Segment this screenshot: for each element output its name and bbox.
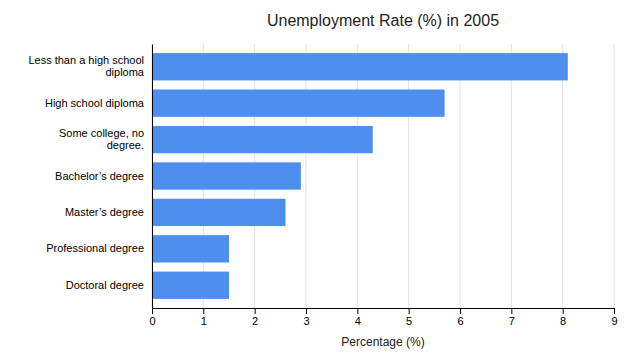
- grid-line: [614, 44, 615, 308]
- y-tick-label-line: Less than a high school: [28, 54, 144, 66]
- grid-line: [306, 44, 307, 308]
- bar: [152, 199, 285, 226]
- y-tick: Some college, nodegree.: [59, 127, 152, 151]
- grid: [152, 44, 614, 308]
- y-tick-label: Some college, nodegree.: [59, 127, 144, 151]
- grid-line: [562, 44, 563, 308]
- x-tick: 8: [560, 308, 566, 327]
- y-tick: High school diploma: [45, 97, 152, 109]
- x-tick: 3: [303, 308, 309, 327]
- x-tick: 2: [252, 308, 258, 327]
- x-tick-mark: [357, 308, 358, 314]
- grid-line: [357, 44, 358, 308]
- bar: [152, 126, 373, 153]
- x-axis-title: Percentage (%): [341, 335, 424, 349]
- x-tick-label: 0: [149, 315, 155, 327]
- x-tick-mark: [409, 308, 410, 314]
- x-tick-mark: [563, 308, 564, 314]
- bar: [152, 90, 445, 117]
- x-tick-label: 4: [355, 315, 361, 327]
- y-tick-label-line: Professional degree: [46, 242, 144, 254]
- x-tick-label: 6: [457, 315, 463, 327]
- x-tick-mark: [306, 308, 307, 314]
- y-tick-label: Master’s degree: [65, 206, 144, 218]
- y-tick: Bachelor’s degree: [55, 170, 152, 182]
- y-tick-label: High school diploma: [45, 97, 145, 109]
- y-axis-line: [152, 45, 153, 309]
- x-tick: 9: [611, 308, 617, 327]
- bar: [152, 235, 229, 262]
- bar: [152, 162, 301, 189]
- y-tick: Master’s degree: [65, 206, 152, 218]
- x-tick-label: 2: [252, 315, 258, 327]
- x-tick: 7: [509, 308, 515, 327]
- bar: [152, 272, 229, 299]
- x-tick-label: 7: [509, 315, 515, 327]
- y-tick: Doctoral degree: [66, 279, 152, 291]
- grid-line: [511, 44, 512, 308]
- y-axis: Less than a high schooldiploma High schoo…: [28, 45, 152, 309]
- x-tick-mark: [255, 308, 256, 314]
- x-tick-label: 8: [560, 315, 566, 327]
- x-tick: 5: [406, 308, 412, 327]
- bars: [152, 53, 568, 299]
- y-tick-label-line: Bachelor’s degree: [55, 170, 144, 182]
- y-tick-label-line: Doctoral degree: [66, 279, 144, 291]
- x-tick-mark: [460, 308, 461, 314]
- grid-line: [152, 44, 153, 308]
- x-axis-line: [153, 309, 615, 315]
- y-tick: Professional degree: [46, 242, 152, 254]
- chart-svg: 0 1 2 3 4 5 6 7 8 9 Less than a high schooldiploma…: [0, 0, 640, 356]
- x-tick-label: 3: [303, 315, 309, 327]
- x-tick-label: 9: [611, 315, 617, 327]
- x-tick-mark: [614, 308, 615, 314]
- y-tick-label-line: Master’s degree: [65, 206, 144, 218]
- chart-container: 0 1 2 3 4 5 6 7 8 9 Less than a high schooldiploma…: [0, 0, 640, 356]
- y-tick-label: Doctoral degree: [66, 279, 144, 291]
- x-tick-mark: [152, 308, 153, 314]
- x-tick: 6: [457, 308, 463, 327]
- y-tick: Less than a high schooldiploma: [28, 54, 152, 78]
- title: Unemployment Rate (%) in 2005: [267, 12, 499, 29]
- y-tick-label: Less than a high schooldiploma: [28, 54, 144, 78]
- x-tick: 0: [149, 308, 155, 327]
- y-tick-label-line: Some college, no: [59, 127, 144, 139]
- y-tick-label-line: High school diploma: [45, 97, 145, 109]
- y-tick-label-line: degree.: [107, 139, 144, 151]
- y-tick-label: Professional degree: [46, 242, 144, 254]
- plot-area: 0 1 2 3 4 5 6 7 8 9 Less than a high schooldiploma…: [28, 44, 617, 327]
- y-tick-label-line: diploma: [105, 66, 144, 78]
- y-tick-label: Bachelor’s degree: [55, 170, 144, 182]
- bar: [152, 53, 568, 80]
- grid-line: [408, 44, 409, 308]
- grid-line: [460, 44, 461, 308]
- x-tick-mark: [511, 308, 512, 314]
- x-tick-label: 1: [201, 315, 207, 327]
- x-axis: 0 1 2 3 4 5 6 7 8 9: [149, 308, 617, 327]
- x-tick: 4: [355, 308, 361, 327]
- x-tick: 1: [201, 308, 207, 327]
- x-tick-label: 5: [406, 315, 412, 327]
- x-tick-mark: [203, 308, 204, 314]
